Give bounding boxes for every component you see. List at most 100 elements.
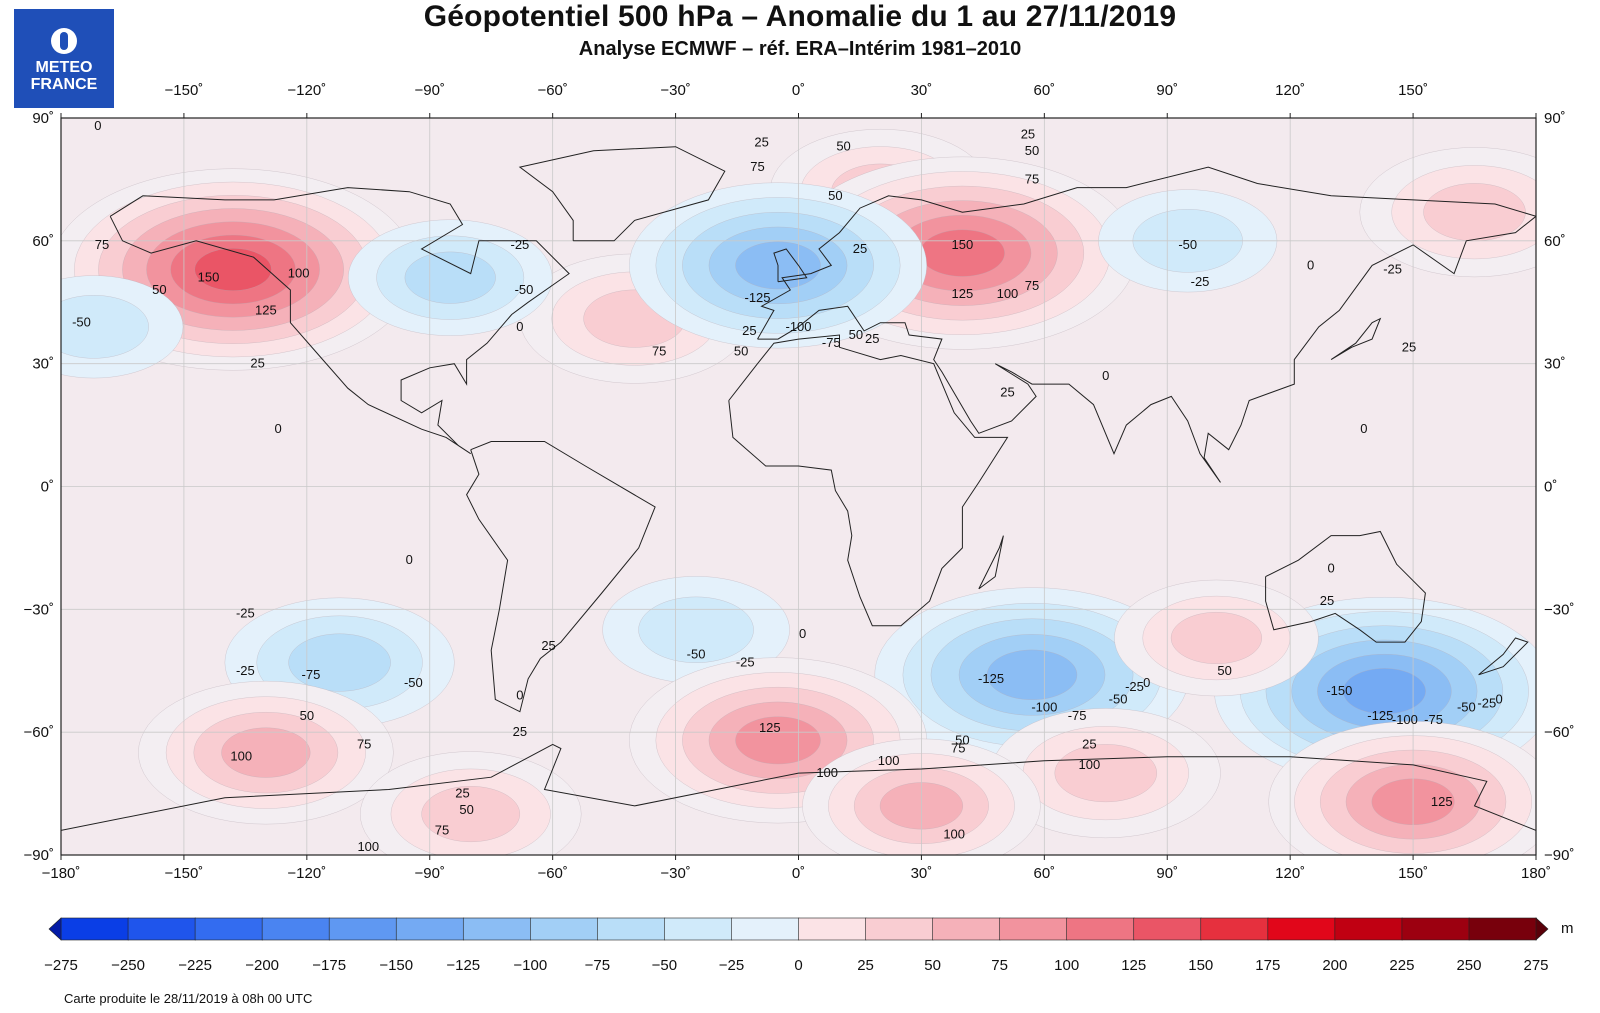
contour-label: -25 bbox=[1125, 679, 1144, 694]
lon-tick-bottom: −90˚ bbox=[415, 865, 445, 882]
contour-label: 50 bbox=[152, 282, 166, 297]
contour-label: -100 bbox=[785, 319, 811, 334]
contour-label: 50 bbox=[955, 732, 969, 747]
lat-tick-left: 30˚ bbox=[32, 356, 54, 373]
contour-label: 0 bbox=[406, 552, 413, 567]
anomaly-cell bbox=[990, 708, 1221, 839]
lon-tick-top: −90˚ bbox=[415, 82, 445, 99]
contour-label: 0 bbox=[1143, 675, 1150, 690]
colorbar-swatch bbox=[1133, 917, 1202, 941]
colorbar-label: 125 bbox=[1121, 957, 1146, 974]
colorbar-swatch bbox=[530, 917, 599, 941]
lon-tick-top: 0˚ bbox=[792, 82, 805, 99]
colorbar-low-arrow bbox=[48, 917, 62, 941]
colorbar-label: −150 bbox=[379, 957, 413, 974]
colorbar-label: 50 bbox=[924, 957, 941, 974]
colorbar-label: 275 bbox=[1523, 957, 1548, 974]
colorbar-label: 150 bbox=[1188, 957, 1213, 974]
anomaly-contour bbox=[1054, 744, 1158, 803]
anomaly-contour bbox=[288, 633, 391, 692]
colorbar-swatch bbox=[261, 917, 330, 941]
contour-label: 125 bbox=[1431, 794, 1453, 809]
colorbar-label: −75 bbox=[585, 957, 610, 974]
lon-tick-top: 60˚ bbox=[1033, 82, 1055, 99]
logo-line-1: METEO bbox=[35, 59, 93, 76]
colorbar-label: −275 bbox=[44, 957, 78, 974]
colorbar-swatch bbox=[127, 917, 196, 941]
coastline bbox=[109, 187, 570, 455]
lat-tick-right: −60˚ bbox=[1544, 724, 1574, 741]
anomaly-contour bbox=[61, 295, 149, 359]
colorbar-swatch bbox=[798, 917, 867, 941]
contour-label: -100 bbox=[1031, 700, 1057, 715]
contour-label: 0 bbox=[1307, 257, 1314, 272]
contour-label: -25 bbox=[236, 605, 255, 620]
contour-label: 0 bbox=[1496, 691, 1503, 706]
contour-label: 75 bbox=[1025, 278, 1039, 293]
contour-label: 25 bbox=[742, 323, 756, 338]
coastline bbox=[1265, 530, 1426, 643]
colorbar-swatch bbox=[597, 917, 666, 941]
coastline bbox=[466, 441, 656, 713]
contour-label: 0 bbox=[516, 319, 523, 334]
contour-label: 25 bbox=[1402, 339, 1416, 354]
lon-tick-bottom: 30˚ bbox=[911, 865, 933, 882]
colorbar-swatch bbox=[664, 917, 733, 941]
anomaly-contour bbox=[404, 251, 496, 304]
lat-tick-right: 90˚ bbox=[1544, 110, 1566, 127]
lat-tick-left: 0˚ bbox=[41, 479, 54, 496]
lon-tick-bottom: 0˚ bbox=[792, 865, 805, 882]
anomaly-contour bbox=[1170, 611, 1262, 665]
contour-label: 0 bbox=[799, 626, 806, 641]
anomaly-contour bbox=[194, 248, 272, 291]
contour-label: -25 bbox=[1191, 274, 1210, 289]
coastlines bbox=[61, 146, 1536, 831]
colorbar-swatch bbox=[865, 917, 934, 941]
anomaly-cell bbox=[138, 680, 394, 825]
lon-tick-bottom: 120˚ bbox=[1275, 865, 1305, 882]
logo-line-2: FRANCE bbox=[30, 76, 98, 93]
lon-tick-top: 90˚ bbox=[1156, 82, 1178, 99]
colorbar-swatch bbox=[328, 917, 398, 941]
anomaly-contour bbox=[221, 727, 311, 778]
contour-label: 25 bbox=[455, 786, 469, 801]
lon-tick-top: 120˚ bbox=[1275, 82, 1305, 99]
lon-tick-top: −60˚ bbox=[537, 82, 567, 99]
contour-label: -50 bbox=[404, 675, 423, 690]
contour-label: -125 bbox=[745, 290, 771, 305]
colorbar-label: −175 bbox=[312, 957, 346, 974]
contour-label: 50 bbox=[734, 343, 748, 358]
anomaly-contour bbox=[1423, 183, 1526, 242]
contour-label: 50 bbox=[300, 708, 314, 723]
coastline bbox=[757, 166, 1536, 483]
lat-tick-right: −90˚ bbox=[1544, 847, 1574, 864]
lon-tick-bottom: −60˚ bbox=[537, 865, 567, 882]
contour-label: -75 bbox=[1068, 708, 1087, 723]
contour-label: 100 bbox=[357, 839, 379, 854]
contour-label: -25 bbox=[1383, 261, 1402, 276]
colorbar-label: 175 bbox=[1255, 957, 1280, 974]
coastline bbox=[1330, 317, 1382, 361]
contour-label: 50 bbox=[849, 327, 863, 342]
contour-label: -50 bbox=[1109, 691, 1128, 706]
contour-label: 150 bbox=[198, 270, 220, 285]
colorbar-swatch bbox=[60, 917, 129, 941]
anomaly-cell bbox=[602, 576, 790, 684]
coastline bbox=[728, 334, 1009, 627]
contour-label: 25 bbox=[1082, 736, 1096, 751]
colorbar-label: −250 bbox=[111, 957, 145, 974]
colorbar-swatch bbox=[1468, 917, 1537, 941]
anomaly-cell bbox=[1359, 147, 1536, 278]
lon-tick-top: 30˚ bbox=[911, 82, 933, 99]
anomaly-cell bbox=[61, 275, 184, 379]
contour-label: 100 bbox=[230, 749, 252, 764]
colorbar-label: 25 bbox=[857, 957, 874, 974]
contour-label: 0 bbox=[516, 687, 523, 702]
contour-label: -75 bbox=[822, 335, 841, 350]
meteo-france-logo-mark-icon bbox=[51, 28, 77, 54]
colorbar-high-arrow bbox=[1535, 917, 1549, 941]
coastline bbox=[61, 743, 1536, 831]
anomaly-cell bbox=[1214, 597, 1536, 786]
coastline bbox=[1478, 637, 1529, 676]
graticule bbox=[61, 118, 1536, 855]
